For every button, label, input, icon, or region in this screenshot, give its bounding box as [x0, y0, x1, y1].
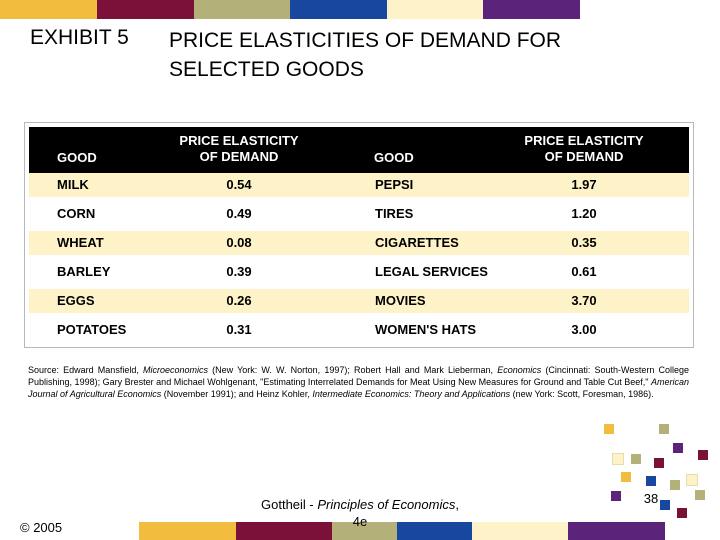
elasticity-cell: 3.70	[571, 293, 597, 308]
decor-square	[686, 474, 698, 486]
decor-square	[698, 450, 708, 460]
table-row: MILK 0.54 PEPSI 1.97	[29, 173, 689, 197]
top-bar-maroon	[97, 0, 194, 19]
good-cell: CORN	[57, 206, 96, 221]
bottom-bar-olive	[332, 522, 397, 540]
elasticity-cell: 0.31	[226, 322, 252, 337]
header-good-left: GOOD	[57, 150, 97, 165]
elasticity-table: GOOD PRICE ELASTICITY OF DEMAND GOOD PRI…	[24, 122, 694, 348]
source-italic: Economics	[497, 365, 542, 375]
table-row: EGGS 0.26 MOVIES 3.70	[29, 289, 689, 313]
decor-square	[654, 458, 664, 468]
good-cell: TIRES	[375, 206, 414, 221]
footer-book-title: Principles of Economics	[317, 497, 456, 512]
table-row: BARLEY 0.39 LEGAL SERVICES 0.61	[29, 260, 689, 284]
footer-book-credit: Gottheil - Principles of Economics, 4e	[245, 496, 475, 530]
elasticity-cell: 3.00	[571, 322, 597, 337]
decor-square	[604, 424, 614, 434]
source-note: Source: Edward Mansfield, Microeconomics…	[28, 364, 689, 400]
source-italic: American Journal of Agricultural Economi…	[28, 377, 689, 399]
table-row: CORN 0.49 TIRES 1.20	[29, 202, 689, 226]
source-text: (new York: Scott, Foresman, 1986).	[510, 389, 654, 399]
title-line-2: SELECTED GOODS	[169, 58, 364, 81]
exhibit-label: EXHIBIT 5	[30, 26, 129, 49]
good-cell: PEPSI	[375, 177, 414, 192]
decor-square	[670, 480, 680, 490]
good-cell: MOVIES	[375, 293, 426, 308]
title-line-1: PRICE ELASTICITIES OF DEMAND FOR	[169, 29, 562, 52]
table-row: WHEAT 0.08 CIGARETTES 0.35	[29, 231, 689, 255]
good-cell: CIGARETTES	[375, 235, 459, 250]
good-cell: EGGS	[57, 293, 95, 308]
source-italic: Microeconomics	[142, 365, 208, 375]
decor-square	[659, 424, 669, 434]
decor-square	[673, 443, 683, 453]
decor-square	[677, 508, 687, 518]
copyright: © 2005	[20, 520, 63, 535]
elasticity-cell: 1.97	[571, 177, 597, 192]
page-title: PRICE ELASTICITIES OF DEMAND FOR SELECTE…	[169, 26, 689, 84]
bottom-bar-blue	[397, 522, 472, 540]
decor-square	[646, 476, 656, 486]
table-header: GOOD PRICE ELASTICITY OF DEMAND GOOD PRI…	[29, 127, 689, 173]
decor-square	[612, 453, 624, 465]
good-cell: LEGAL SERVICES	[375, 264, 488, 279]
bottom-bar-maroon	[236, 522, 332, 540]
elasticity-cell: 0.54	[226, 177, 252, 192]
source-text: (Cincinnati: South-Western College Publi…	[28, 365, 689, 387]
source-text: (November 1991); and Heinz Kohler,	[161, 389, 313, 399]
header-elasticity-right-line2: OF DEMAND	[544, 149, 624, 164]
header-elasticity-left-line1: PRICE ELASTICITY	[179, 133, 299, 148]
footer-edition: 4e	[352, 514, 368, 529]
source-text: Edward Mansfield,	[59, 365, 143, 375]
elasticity-cell: 0.35	[571, 235, 597, 250]
bottom-bar-purple	[568, 522, 665, 540]
good-cell: WOMEN'S HATS	[375, 322, 477, 337]
elasticity-cell: 0.39	[226, 264, 252, 279]
footer-line-1: Gottheil - Principles of Economics,	[245, 496, 475, 513]
header-elasticity-left-line2: OF DEMAND	[199, 149, 279, 164]
source-label: Source:	[28, 365, 60, 375]
source-text: (New York: W. W. Norton, 1997); Robert H…	[208, 365, 498, 375]
header-elasticity-left: PRICE ELASTICITY OF DEMAND	[159, 133, 319, 165]
bottom-bar-gold	[139, 522, 236, 540]
good-cell: POTATOES	[57, 322, 127, 337]
top-bar-olive	[194, 0, 290, 19]
elasticity-cell: 0.26	[226, 293, 252, 308]
header-elasticity-right-line1: PRICE ELASTICITY	[524, 133, 644, 148]
decor-square	[631, 454, 641, 464]
elasticity-cell: 0.61	[571, 264, 597, 279]
decor-square	[611, 491, 621, 501]
top-bar-gold	[0, 0, 97, 19]
top-bar-blue	[290, 0, 387, 19]
bottom-bar-cream	[472, 522, 568, 540]
good-cell: WHEAT	[57, 235, 104, 250]
elasticity-cell: 0.08	[226, 235, 252, 250]
source-italic: Intermediate Economics: Theory and Appli…	[312, 389, 511, 399]
top-bar-purple	[483, 0, 580, 19]
decor-square	[695, 490, 705, 500]
good-cell: BARLEY	[57, 264, 111, 279]
footer-author: Gottheil -	[261, 497, 318, 512]
top-bar-cream	[387, 0, 483, 19]
header-elasticity-right: PRICE ELASTICITY OF DEMAND	[504, 133, 664, 165]
decor-square	[621, 472, 631, 482]
decor-square	[660, 500, 670, 510]
good-cell: MILK	[57, 177, 89, 192]
footer-book-suffix: ,	[455, 497, 459, 512]
header-good-right: GOOD	[374, 150, 414, 165]
page-number: 38	[643, 491, 659, 506]
elasticity-cell: 1.20	[571, 206, 597, 221]
elasticity-cell: 0.49	[226, 206, 252, 221]
table-row: POTATOES 0.31 WOMEN'S HATS 3.00	[29, 318, 689, 342]
